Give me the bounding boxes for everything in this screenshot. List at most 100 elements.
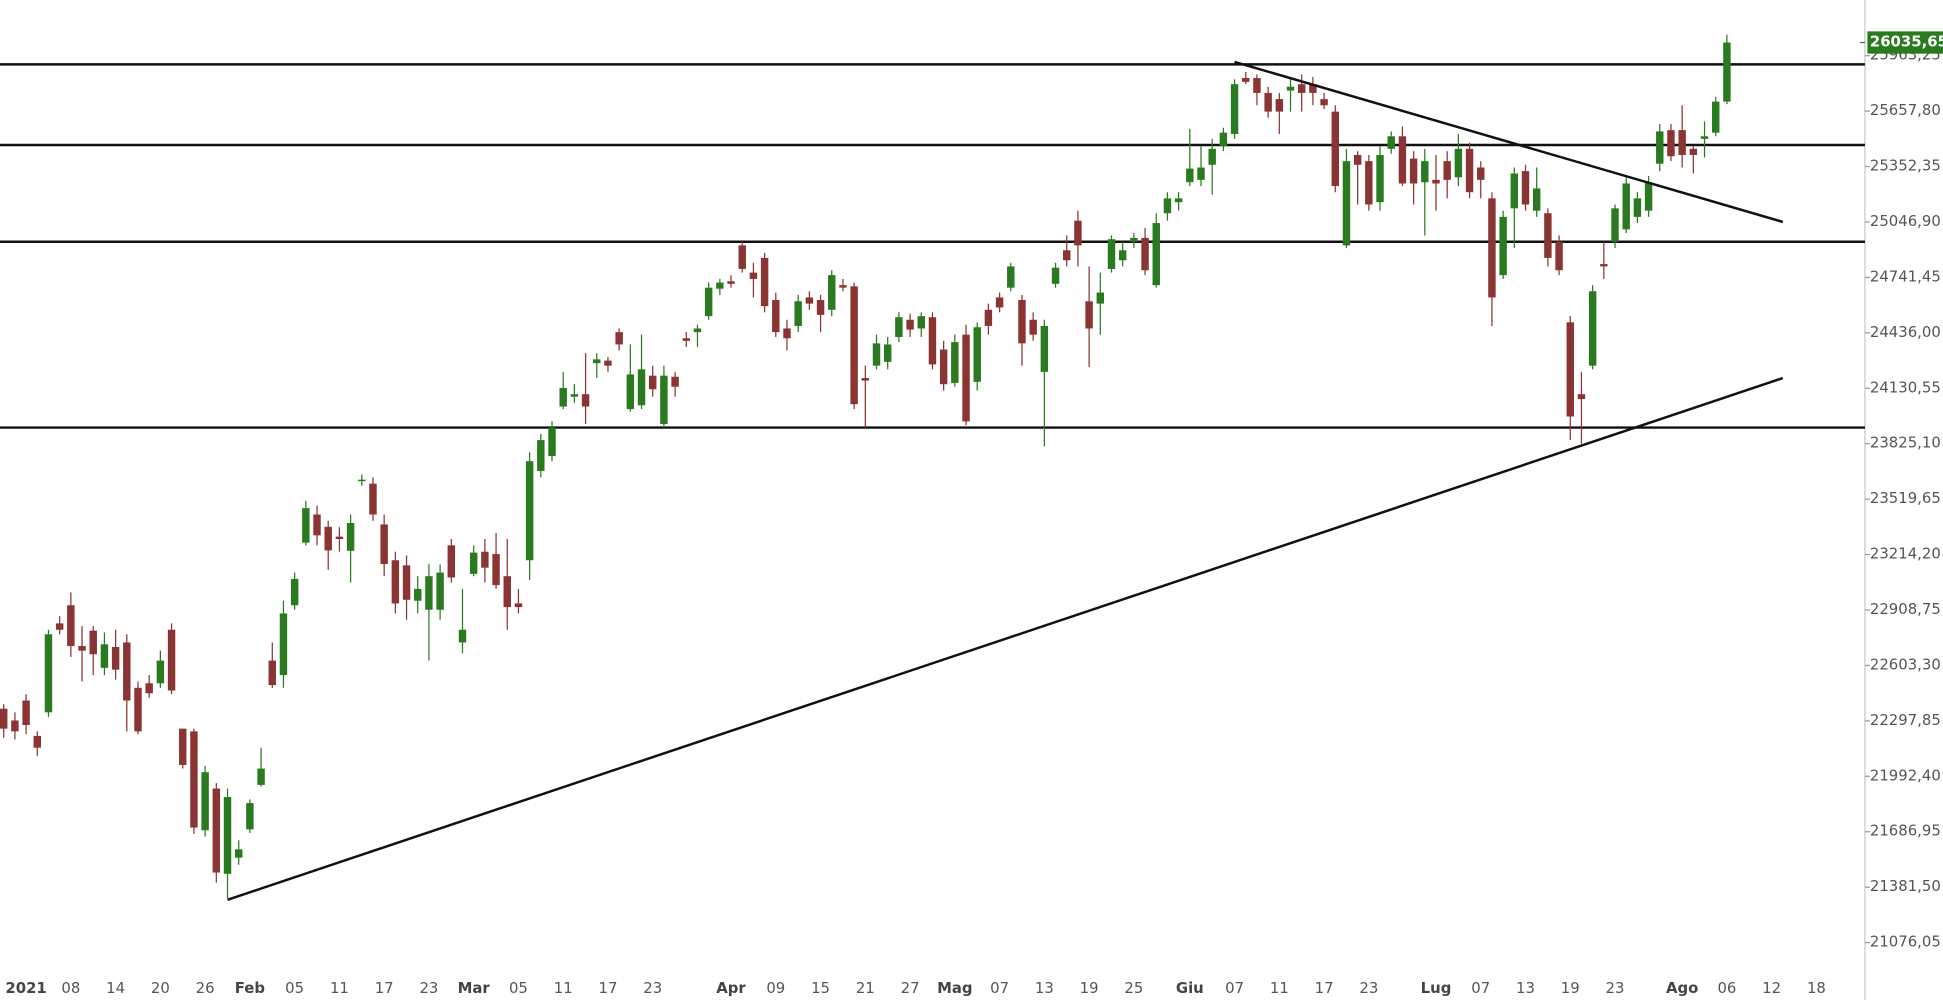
candle-body (391, 560, 400, 604)
x-tick-label: Lug (1421, 979, 1452, 997)
candle-body (1421, 161, 1429, 183)
candle-body (850, 286, 858, 405)
candle-body (727, 281, 735, 284)
candle-body (1353, 154, 1362, 165)
trend-line (1234, 60, 1784, 224)
candle-body (190, 731, 198, 828)
candle-body (212, 788, 221, 873)
candle-body (872, 343, 881, 366)
candle-body (1219, 132, 1228, 147)
candle-body (167, 629, 176, 691)
y-tick-label: 22603,30 (1870, 655, 1941, 673)
candle-body (861, 378, 870, 381)
candle-body (1600, 264, 1608, 267)
candle-body (1253, 78, 1261, 93)
x-tick-label: 23 (419, 979, 438, 997)
x-tick-label: Mag (937, 979, 972, 997)
candle-body (1477, 167, 1485, 180)
candle-body (514, 603, 523, 608)
x-tick-label: 19 (1561, 979, 1580, 997)
y-tick-label: 21686,95 (1870, 822, 1941, 840)
candle-body (1622, 183, 1630, 230)
candle-body (1342, 161, 1351, 246)
candle-body (1387, 136, 1395, 149)
candle-body (1331, 111, 1339, 187)
candle-body (302, 508, 310, 543)
candle-body (369, 483, 377, 515)
candle-body (0, 708, 8, 729)
candle-body (626, 374, 635, 410)
candle-body (1242, 78, 1250, 82)
x-tick-label: 17 (375, 979, 394, 997)
candle-body (1107, 239, 1116, 269)
candle-body (1454, 148, 1463, 178)
x-tick-label: 26 (196, 979, 215, 997)
candle-body (447, 545, 456, 578)
x-tick-label: 11 (554, 979, 573, 997)
candle-body (1656, 131, 1664, 164)
candle-body (537, 440, 545, 471)
candle-body (1096, 292, 1105, 304)
x-tick-label: 13 (1516, 979, 1535, 997)
candle-body (1163, 198, 1172, 214)
candle-body (223, 797, 232, 874)
x-tick-label: 23 (1359, 979, 1378, 997)
candle-body (1051, 267, 1060, 284)
candle-body (503, 576, 511, 608)
candle-body (1723, 42, 1731, 102)
candle-body (458, 629, 467, 643)
candle-body (1577, 394, 1586, 400)
candle-body (414, 588, 422, 601)
x-tick-label: 14 (106, 979, 125, 997)
candle-body (1007, 266, 1015, 288)
candle-body (1365, 161, 1373, 205)
candle-body (1197, 167, 1205, 180)
y-tick-label: 24130,55 (1870, 378, 1941, 396)
y-tick-label: 21381,50 (1870, 877, 1941, 895)
candle-body (1644, 182, 1653, 211)
candle-body (1309, 84, 1317, 93)
candle-body (1566, 322, 1574, 417)
candle-body (492, 554, 500, 586)
candle-body (738, 245, 746, 269)
candle-body (1465, 148, 1474, 193)
candle-body (1029, 319, 1037, 335)
x-tick-label: 17 (598, 979, 617, 997)
candle-body (1208, 148, 1216, 165)
candle-body (671, 376, 679, 387)
candle-body (604, 360, 612, 366)
x-tick-label: Feb (235, 979, 265, 997)
candle-body (962, 334, 970, 422)
y-tick-label: 25352,35 (1870, 157, 1941, 175)
candle-body (1118, 250, 1127, 261)
candle-body (358, 479, 366, 482)
candle-body (1376, 154, 1384, 203)
candle-body (89, 630, 97, 655)
candle-body (951, 342, 959, 383)
candle-body (995, 297, 1004, 308)
candle-body (402, 565, 411, 600)
candle-body (1443, 161, 1451, 180)
x-tick-label: 25 (1124, 979, 1143, 997)
candle-body (939, 349, 948, 385)
candle-body (78, 646, 86, 651)
candle-body (1264, 92, 1272, 112)
candle-body (805, 297, 814, 304)
candle-body (581, 394, 590, 407)
last-price-box (1867, 31, 1943, 54)
candle-body (760, 257, 769, 307)
y-tick-label: 21076,05 (1870, 933, 1941, 951)
candle-body (11, 720, 19, 732)
candle-body (1712, 101, 1720, 133)
candle-body (1230, 84, 1239, 134)
candle-body (973, 327, 981, 382)
candle-body (22, 700, 30, 726)
candle-body (615, 332, 623, 345)
candle-body (1130, 237, 1138, 242)
x-tick-label: 15 (811, 979, 830, 997)
candle-body (1074, 220, 1082, 246)
y-tick-label: 23519,65 (1870, 489, 1941, 507)
candle-body (660, 375, 668, 424)
